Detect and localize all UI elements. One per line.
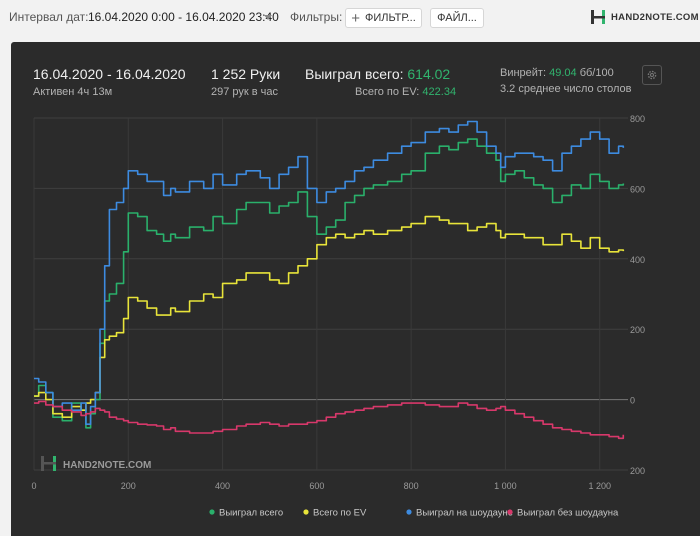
x-tick-label: 400 [215,481,230,491]
y-tick-label: 200 [630,325,645,335]
file-button[interactable]: ФАЙЛ... [430,8,484,28]
hand2note-logo-icon [591,10,605,24]
toolbar: Интервал дат: 16.04.2020 0:00 - 16.04.20… [0,0,700,38]
watermark: HAND2NOTE.COM [41,456,151,471]
legend-label[interactable]: Всего по EV [313,508,367,519]
series-line-1 [34,138,625,429]
summary-hands: 1 252 Руки [211,66,281,82]
series-line-2 [34,215,625,418]
filter-button-label: ФИЛЬТР... [365,12,416,24]
filters-label: Фильтры: [290,10,343,24]
summary-active: Активен 4ч 13м [33,86,113,98]
gear-icon [647,70,657,80]
legend-marker [209,509,215,515]
winrate-label: Винрейт: [500,67,547,79]
x-tick-label: 0 [31,481,36,491]
watermark-logo-icon [41,456,56,471]
x-tick-label: 1 000 [494,481,517,491]
y-tick-label: 200 [630,466,645,476]
x-axis-ticks: 0 200 400 600 800 1 000 1 200 [31,481,610,491]
stats-panel: 16.04.2020 - 16.04.2020 Активен 4ч 13м 1… [11,42,700,536]
legend-label[interactable]: Выиграл без шоудауна [517,508,619,519]
x-tick-label: 600 [309,481,324,491]
legend-marker [406,509,412,515]
winrate-value: 49.04 [549,67,577,79]
filter-button[interactable]: + ФИЛЬТР... [345,8,422,28]
y-tick-label: 0 [630,396,635,406]
interval-label: Интервал дат: [9,10,89,24]
x-tick-label: 800 [404,481,419,491]
summary-hands-per-hour: 297 рук в час [211,86,279,98]
x-tick-label: 200 [121,481,136,491]
y-tick-label: 600 [630,184,645,194]
series-line-3 [34,120,625,425]
won-value: 614.02 [407,66,451,82]
summary-date: 16.04.2020 - 16.04.2020 [33,66,186,82]
legend-label[interactable]: Выиграл на шоудауне [416,508,513,519]
y-axis-ticks: 800 600 400 200 0 200 [630,114,645,476]
logo: HAND2NOTE.COM [590,9,699,25]
date-range-select[interactable]: 16.04.2020 0:00 - 16.04.2020 23:40 [88,10,279,24]
ev-value: 422.34 [422,86,457,98]
watermark-text: HAND2NOTE.COM [63,460,151,471]
chart-legend: Выиграл всего Всего по EV Выиграл на шоуда… [209,508,619,519]
settings-button[interactable] [642,65,662,85]
summary-ev: Всего по EV: 422.34 [355,86,456,98]
summary-winrate: Винрейт: 49.04 бб/100 [500,67,614,79]
chart-grid [33,117,628,471]
chevron-down-icon[interactable] [264,15,272,20]
summary-tables: 3.2 среднее число столов [500,83,632,95]
plus-icon: + [351,9,360,27]
series-line-4 [34,400,625,440]
logo-text: HAND2NOTE.COM [611,11,699,23]
file-button-label: ФАЙЛ... [437,12,477,24]
x-tick-label: 1 200 [588,481,611,491]
chart-series [34,120,625,440]
legend-label[interactable]: Выиграл всего [219,508,283,519]
summary-won: Выиграл всего: 614.02 [305,66,450,82]
y-tick-label: 800 [630,114,645,124]
ev-label: Всего по EV: [355,86,420,98]
y-tick-label: 400 [630,255,645,265]
won-label: Выиграл всего: [305,66,404,82]
legend-marker [507,509,513,515]
legend-marker [303,509,309,515]
winrate-unit: бб/100 [579,67,614,79]
